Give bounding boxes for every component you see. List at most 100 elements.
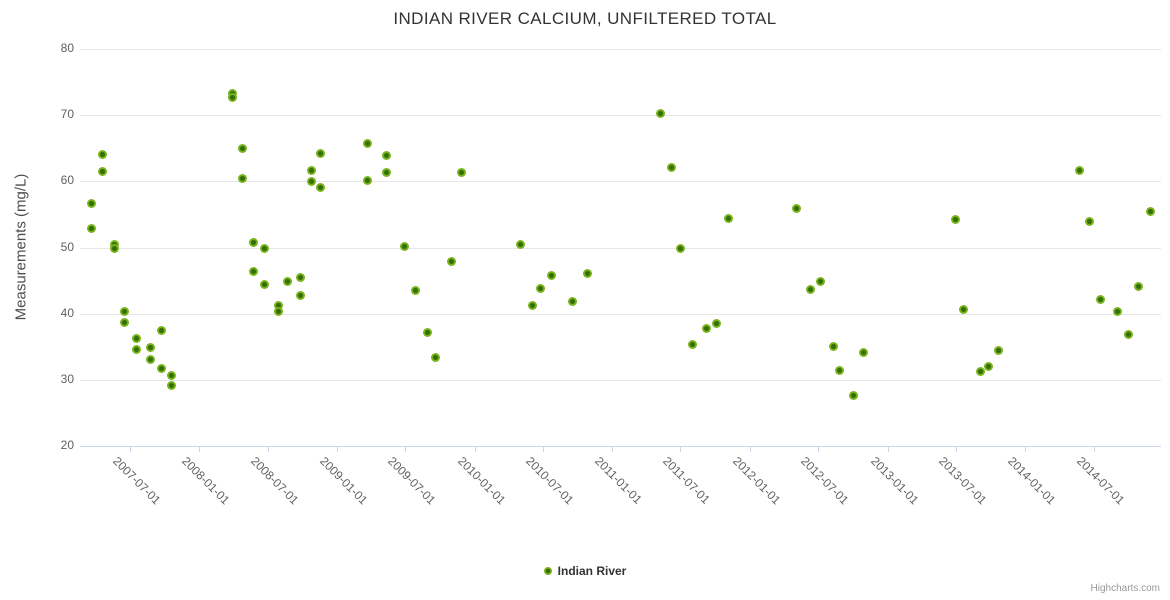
data-point[interactable] (295, 273, 305, 283)
data-point[interactable] (131, 344, 141, 354)
data-point[interactable] (86, 198, 96, 208)
data-point[interactable] (527, 301, 537, 311)
data-point[interactable] (702, 323, 712, 333)
data-point[interactable] (1124, 329, 1134, 339)
x-axis-tick (129, 447, 131, 452)
data-point[interactable] (687, 340, 697, 350)
highcharts-credits-link[interactable]: Highcharts.com (1090, 583, 1160, 594)
x-axis-tick (405, 447, 407, 452)
data-point[interactable] (516, 239, 526, 249)
data-point[interactable] (273, 301, 283, 311)
gridline (80, 115, 1161, 117)
x-axis-tick (199, 447, 201, 452)
data-point[interactable] (546, 271, 556, 281)
data-point[interactable] (238, 143, 248, 153)
x-axis-label: 2011-07-01 (660, 454, 714, 507)
plot-area (80, 49, 1161, 447)
data-point[interactable] (110, 244, 120, 254)
data-point[interactable] (667, 162, 677, 172)
data-point[interactable] (227, 93, 237, 103)
data-point[interactable] (1095, 295, 1105, 305)
data-point[interactable] (536, 284, 546, 294)
data-point[interactable] (295, 291, 305, 301)
data-point[interactable] (110, 239, 120, 249)
data-point[interactable] (97, 166, 107, 176)
data-point[interactable] (362, 139, 372, 149)
data-point[interactable] (410, 286, 420, 295)
data-point[interactable] (675, 243, 685, 253)
gridline (80, 247, 1161, 249)
data-point[interactable] (447, 256, 457, 266)
data-point[interactable] (120, 307, 130, 317)
data-point[interactable] (431, 353, 441, 363)
data-point[interactable] (167, 371, 177, 381)
gridline (80, 49, 1161, 50)
data-point[interactable] (1084, 216, 1094, 226)
data-point[interactable] (848, 390, 858, 400)
data-point[interactable] (282, 276, 292, 286)
data-point[interactable] (723, 213, 733, 223)
data-point[interactable] (829, 342, 839, 352)
gridline (80, 313, 1161, 315)
x-axis-label: 2009-07-01 (385, 454, 439, 508)
data-point[interactable] (456, 168, 466, 178)
data-point[interactable] (568, 297, 578, 307)
data-point[interactable] (260, 280, 270, 290)
y-axis-label: 80 (60, 41, 74, 55)
y-axis-label: 40 (60, 305, 74, 320)
data-point[interactable] (951, 215, 961, 225)
x-axis-label: 2013-07-01 (936, 454, 990, 508)
data-point[interactable] (381, 151, 391, 161)
data-point[interactable] (859, 347, 869, 357)
y-axis-label: 60 (60, 173, 74, 188)
data-point[interactable] (315, 182, 325, 192)
data-point[interactable] (97, 150, 107, 160)
data-point[interactable] (273, 306, 283, 316)
data-point[interactable] (248, 266, 258, 276)
x-axis-tick (887, 447, 889, 452)
data-point[interactable] (145, 342, 155, 352)
x-axis-label: 2010-07-01 (522, 454, 577, 508)
data-point[interactable] (815, 276, 825, 286)
data-point[interactable] (307, 165, 317, 175)
data-point[interactable] (958, 304, 968, 314)
data-point[interactable] (1113, 306, 1123, 316)
x-axis-label: 2009-01-01 (317, 454, 371, 508)
legend-item-indian-river[interactable]: Indian River (0, 562, 1170, 580)
data-point[interactable] (156, 326, 166, 336)
data-point[interactable] (834, 366, 844, 376)
data-point[interactable] (984, 362, 994, 372)
x-axis-label: 2012-01-01 (729, 454, 784, 508)
data-point[interactable] (399, 242, 409, 252)
data-point[interactable] (381, 167, 391, 177)
data-point[interactable] (791, 203, 801, 213)
data-point[interactable] (975, 367, 985, 377)
data-point[interactable] (583, 269, 593, 279)
data-point[interactable] (362, 175, 372, 185)
y-axis-label: 30 (60, 371, 74, 386)
data-point[interactable] (423, 328, 433, 338)
x-axis-tick (612, 447, 614, 452)
data-point[interactable] (315, 149, 325, 159)
x-axis-tick (749, 447, 751, 452)
data-point[interactable] (1075, 165, 1085, 175)
data-point[interactable] (167, 380, 177, 390)
data-point[interactable] (1133, 282, 1143, 292)
x-axis-tick (337, 447, 339, 452)
legend-marker-icon (543, 567, 552, 575)
data-point[interactable] (238, 173, 248, 183)
data-point[interactable] (712, 319, 722, 329)
data-point[interactable] (131, 334, 141, 344)
data-point[interactable] (805, 285, 815, 295)
data-point[interactable] (120, 317, 130, 327)
data-point[interactable] (156, 364, 166, 374)
data-point[interactable] (86, 224, 96, 234)
data-point[interactable] (260, 243, 270, 253)
data-point[interactable] (307, 177, 317, 187)
data-point[interactable] (655, 109, 665, 119)
data-point[interactable] (994, 345, 1004, 355)
x-axis-tick (474, 447, 476, 452)
data-point[interactable] (145, 355, 155, 365)
data-point[interactable] (1145, 207, 1155, 217)
data-point[interactable] (248, 237, 258, 247)
